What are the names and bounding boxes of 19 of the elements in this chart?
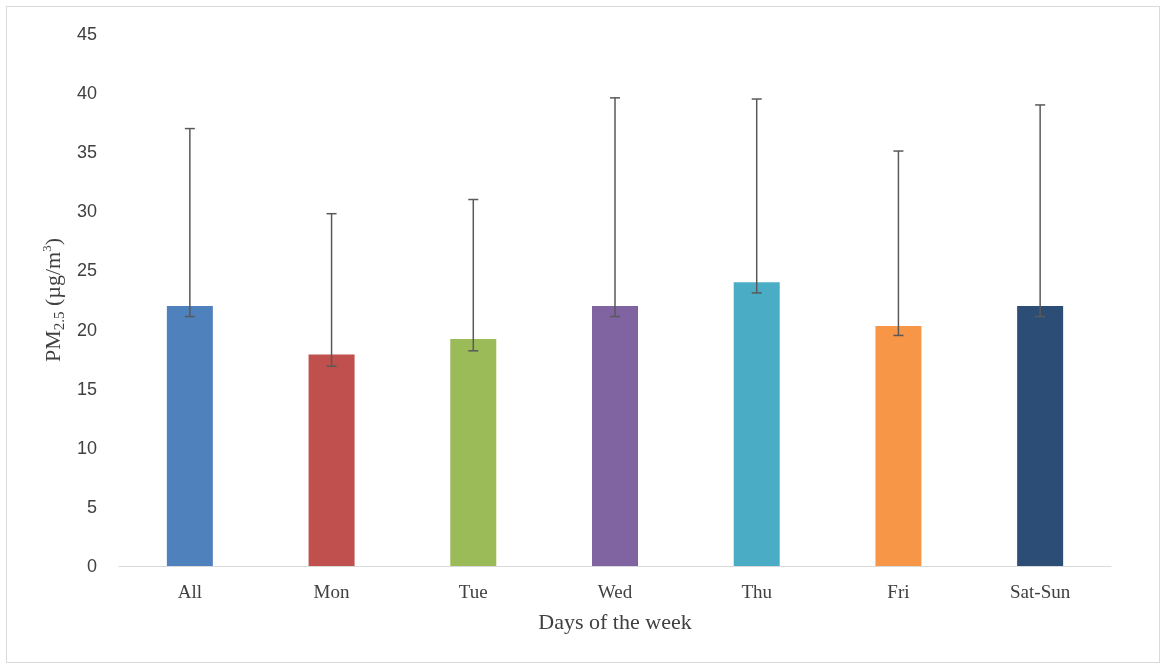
- y-tick-label: 25: [76, 260, 97, 281]
- y-axis-title: PM2.5 (µg/m3): [39, 237, 67, 363]
- x-tick-label: Tue: [458, 581, 488, 602]
- x-tick-label: Thu: [741, 581, 773, 602]
- y-tick-label: 15: [76, 378, 97, 399]
- x-tick-label: Sat-Sun: [1010, 581, 1071, 602]
- x-tick-label: Mon: [313, 581, 351, 602]
- y-tick-label: 5: [86, 496, 97, 517]
- x-tick-label: Wed: [597, 581, 633, 602]
- y-tick-label: 0: [86, 556, 97, 576]
- y-tick-label: 30: [76, 201, 97, 222]
- y-tick-label: 10: [76, 437, 97, 458]
- x-axis-title: Days of the week: [538, 608, 692, 634]
- y-tick-label: 20: [76, 319, 97, 340]
- x-tick-label: Fri: [887, 581, 910, 602]
- x-tick-label: All: [177, 581, 202, 602]
- y-tick-label: 35: [76, 142, 97, 163]
- y-tick-label: 45: [76, 24, 97, 44]
- y-tick-label: 40: [76, 83, 97, 104]
